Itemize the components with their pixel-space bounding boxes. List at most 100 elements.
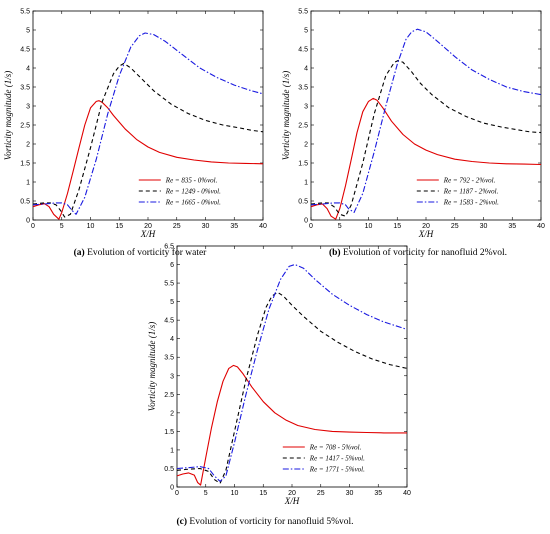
y-tick-label: 3.5 [164,355,174,362]
y-tick-label: 3 [304,104,308,111]
y-tick-label: 4.5 [164,318,174,325]
x-tick-label: 10 [231,490,239,497]
y-axis-label: Vorticity magnitude (1/s) [281,71,291,161]
plot-frame [310,10,542,221]
y-tick-label: 6 [170,262,174,269]
y-tick-label: 4.5 [298,47,308,54]
y-tick-label: 1 [170,447,174,454]
plot-frame [32,10,264,221]
series-line-0 [32,100,264,220]
x-tick-label: 5 [60,223,64,230]
x-tick-label: 40 [259,223,267,230]
x-tick-label: 20 [422,223,430,230]
x-tick-label: 5 [204,490,208,497]
y-tick-label: 0 [170,485,174,492]
series-line-2 [176,263,408,482]
x-tick-label: 15 [259,490,267,497]
series-line-1 [32,62,264,218]
legend-label-1: Re = 1187 - 2%vol. [443,188,499,196]
x-tick-label: 20 [288,490,296,497]
y-tick-label: 5.5 [164,281,174,288]
x-tick-label: 10 [365,223,373,230]
caption-c-text: Evolution of vorticity for nanofluid 5%v… [189,517,354,527]
x-tick-label: 40 [537,223,545,230]
series-line-1 [310,59,542,217]
y-tick-label: 1.5 [298,161,308,168]
caption-c-label: (c) [176,517,188,527]
y-tick-label: 0.5 [298,199,308,206]
x-tick-label: 30 [202,223,210,230]
y-tick-label: 3.5 [20,85,30,92]
caption-a: (a) Evolution of vorticity for water [74,248,207,258]
x-tick-label: 25 [173,223,181,230]
series-line-1 [176,291,408,484]
x-tick-label: 0 [175,490,179,497]
caption-b: (b) Evolution of vorticity for nanofluid… [329,248,507,258]
x-axis-label: X/H [418,229,434,239]
legend-label-0: Re = 792 - 2%vol. [443,177,496,185]
series-line-0 [176,364,407,486]
y-tick-label: 4 [170,336,174,343]
y-tick-label: 1.5 [20,161,30,168]
y-tick-label: 4 [304,66,308,73]
caption-a-label: (a) [73,248,85,258]
y-tick-label: 3 [170,373,174,380]
y-tick-label: 5.5 [20,9,30,16]
legend-label-2: Re = 1665 - 0%vol. [165,199,221,207]
y-axis-label: Vorticity magnitude (1/s) [3,71,13,161]
x-tick-label: 35 [374,490,382,497]
series-line-0 [310,97,542,220]
y-tick-label: 2 [304,142,308,149]
chart-panel-0: 0 5 10 15 20 25 30 35 40 0 0.5 1 1.5 2 2.5 3 3.5 4 4.5 5 5.5… [3,9,267,240]
y-tick-label: 2 [170,410,174,417]
y-tick-label: 2.5 [20,123,30,130]
y-tick-label: 1 [304,180,308,187]
chart-panel-1: 0 5 10 15 20 25 30 35 40 0 0.5 1 1.5 2 2.5 3 3.5 4 4.5 5 5.5… [281,9,545,240]
x-tick-label: 25 [317,490,325,497]
plot-frame [176,245,408,488]
x-tick-label: 30 [346,490,354,497]
y-tick-label: 1.5 [164,429,174,436]
y-tick-label: 1 [26,180,30,187]
y-tick-label: 0 [26,218,30,225]
y-tick-label: 5 [26,28,30,35]
x-axis-label: X/H [140,229,156,239]
y-tick-label: 2.5 [298,123,308,130]
legend-label-1: Re = 1417 - 5%vol. [309,455,365,463]
y-tick-label: 6.5 [164,244,174,251]
legend-label-2: Re = 1771 - 5%vol. [309,466,365,474]
x-tick-label: 25 [451,223,459,230]
legend-label-2: Re = 1583 - 2%vol. [443,199,499,207]
x-tick-label: 15 [393,223,401,230]
x-tick-label: 0 [31,223,35,230]
series-line-2 [310,28,542,213]
caption-b-text: Evolution of vorticity for nanofluid 2%v… [342,248,508,258]
x-tick-label: 10 [87,223,95,230]
y-tick-label: 5.5 [298,9,308,16]
x-tick-label: 35 [230,223,238,230]
caption-a-text: Evolution of vorticity for water [87,248,207,258]
y-tick-label: 2 [26,142,30,149]
x-tick-label: 30 [480,223,488,230]
legend-label-1: Re = 1249 - 0%vol. [165,188,221,196]
y-tick-label: 3 [26,104,30,111]
x-tick-label: 35 [508,223,516,230]
x-tick-label: 0 [309,223,313,230]
legend-label-0: Re = 708 - 5%vol. [309,444,362,452]
y-tick-label: 0.5 [164,466,174,473]
y-tick-label: 0.5 [20,199,30,206]
y-tick-label: 4.5 [20,47,30,54]
y-tick-label: 4 [26,66,30,73]
x-tick-label: 5 [338,223,342,230]
y-tick-label: 5 [170,299,174,306]
y-tick-label: 0 [304,218,308,225]
legend-label-0: Re = 835 - 0%vol. [165,177,218,185]
x-tick-label: 20 [144,223,152,230]
y-tick-label: 3.5 [298,85,308,92]
y-axis-label: Vorticity magnitude (1/s) [147,322,157,412]
x-tick-label: 40 [403,490,411,497]
caption-b-label: (b) [328,248,341,258]
series-line-2 [32,32,264,215]
y-tick-label: 2.5 [164,392,174,399]
